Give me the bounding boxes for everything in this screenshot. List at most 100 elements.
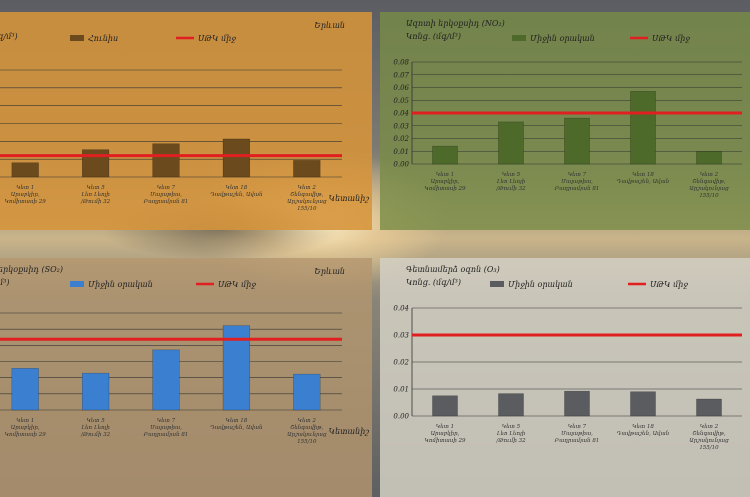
chart-svg: Գետնամերձ օզոն (O₃) Կոնց. (մգ/մ³) Միջին օր… (393, 265, 742, 451)
category-label-line: Լեո Լեոյի (81, 192, 110, 198)
category-label-line: Բաղրամյան 81 (143, 432, 189, 438)
category-label-line: Արշակունյաց (287, 199, 327, 205)
category-label: Կետ 5 Լեո Լեոյի/Թումի 32 (495, 172, 526, 192)
category-label-line: Դավթաշեն, Ավան (210, 192, 263, 198)
y-tick-label: 0.01 (393, 148, 409, 156)
chart-unit-label: Կոնց. (մգ/մ³) (406, 278, 461, 287)
category-label: Կետ 2 Շենգավիթ, Արշակունյաց 155/10 (689, 172, 729, 199)
category-label-line: Կետ 2 (298, 418, 317, 424)
y-tick-label: 0.03 (393, 332, 409, 340)
y-tick-label: 0.04 (393, 305, 409, 313)
bar (293, 373, 321, 411)
category-label-line: Կոմիտասի 29 (5, 199, 47, 205)
category-label-line: Դավթաշեն, Ավան (617, 179, 670, 185)
bar (81, 372, 110, 411)
y-tick-label: 0.05 (393, 97, 409, 105)
bar (432, 145, 458, 165)
category-label-line: Կոմիտասի 29 (424, 438, 466, 444)
bar (564, 117, 590, 165)
category-label-line: Մալաթիա, (561, 179, 593, 185)
chart-panel-so2: երկօքսիդ (SO₂) մ³) Երևան Միջին օրական ՍԹԿ մի… (0, 258, 372, 497)
category-label-line: Մալաթիա, (561, 431, 593, 437)
bar (630, 391, 656, 417)
x-axis-label: Կետանիշ (329, 194, 370, 203)
bar (498, 393, 524, 417)
category-label-line: Մալաթիա, (150, 192, 182, 198)
category-label-line: Կետ 5 (502, 424, 521, 430)
chart-panel-no2: Ազոտի երկօքսիդ (NO₂) Կոնց. (մգ/մ³) Միջին օ… (380, 12, 750, 230)
bar (696, 398, 722, 417)
category-label-line: Կետ 1 (16, 185, 34, 191)
category-label: Կետ 2 Շենգավիթ, Արշակունյաց 155/10 (287, 418, 327, 445)
category-label-line: Կետ 7 (157, 418, 176, 424)
category-label-line: Լեո Լեոյի (497, 179, 526, 185)
legend-series-label: Միջին օրական (88, 280, 153, 289)
category-label-line: Արաբկիր, (11, 192, 40, 198)
category-label-line: Արշակունյաց (287, 432, 327, 438)
chart-city-label: Երևան (314, 21, 345, 30)
category-label: Կետ 18 Դավթաշեն, Ավան (210, 185, 263, 198)
category-label-line: 155/10 (699, 193, 719, 199)
legend-series-swatch (490, 281, 504, 287)
y-tick-label: 0.02 (393, 359, 409, 367)
category-label-line: Շենգավիթ, (692, 431, 725, 437)
y-tick-label: 0.08 (393, 59, 409, 67)
category-label-line: Դավթաշեն, Ավան (617, 431, 670, 437)
category-label-line: Արշակունյաց (689, 186, 729, 192)
category-label-line: Կետ 5 (86, 418, 105, 424)
category-label-line: Բաղրամյան 81 (554, 186, 600, 192)
category-label-line: Կետ 5 (86, 185, 105, 191)
category-label-line: Կետ 7 (157, 185, 176, 191)
category-label-line: Կոմիտասի 29 (424, 186, 466, 192)
y-tick-label: 0.01 (393, 386, 409, 394)
category-label-line: Կետ 5 (502, 172, 521, 178)
bar (152, 143, 180, 178)
category-label-line: Շենգավիթ, (290, 425, 323, 431)
chart-unit-label: Կոնց. (մգ/մ³) (406, 32, 461, 41)
category-label-line: Բաղրամյան 81 (143, 199, 189, 205)
bar (498, 121, 524, 165)
y-tick-label: 0.07 (393, 71, 409, 79)
category-label-line: Կետ 2 (700, 172, 719, 178)
category-label-line: 155/10 (297, 206, 317, 212)
bar (81, 149, 110, 178)
y-tick-label: 0.04 (393, 110, 409, 118)
legend-series-label: Միջին օրական (530, 34, 595, 43)
chart-svg: զ/մ³) Երևան Հունիս ՍԹԿ միջ Կետ 1Արաբկիր,Կոմի… (0, 21, 370, 212)
category-label-line: Կետ 2 (298, 185, 317, 191)
category-label-line: Շենգավիթ, (290, 192, 323, 198)
category-label-line: Արաբկիր, (431, 179, 460, 185)
category-label-line: Կոմիտասի 29 (5, 432, 47, 438)
category-label-line: 155/10 (297, 439, 317, 445)
category-label: Կետ 5 Լեո Լեոյի/Թումի 32 (80, 185, 111, 205)
chart-svg: երկօքսիդ (SO₂) մ³) Երևան Միջին օրական ՍԹԿ մի… (0, 265, 369, 445)
category-label-line: Կետ 18 (632, 172, 654, 178)
chart-panel-1: զ/մ³) Երևան Հունիս ՍԹԿ միջ Կետ 1Արաբկիր,Կոմի… (0, 12, 372, 230)
category-label: Կետ 7 Մալաթիա, Բաղրամյան 81 (143, 418, 189, 438)
bar (696, 151, 722, 165)
bar (11, 162, 39, 178)
legend-series-label: Հունիս (88, 34, 118, 43)
category-label-line: Լեո Լեոյի (497, 431, 526, 437)
y-tick-label: 0.00 (393, 413, 409, 421)
y-tick-label: 0.02 (393, 135, 409, 143)
category-label-line: Կետ 18 (632, 424, 654, 430)
category-label-line: Արշակունյաց (689, 438, 729, 444)
category-label-line: Կետ 18 (226, 418, 248, 424)
category-label: Կետ 1 Արաբկիր, Կոմիտասի 29 (5, 418, 47, 438)
category-label: Կետ 7 Մալաթիա, Բաղրամյան 81 (554, 172, 600, 192)
category-label-line: Կետ 2 (700, 424, 719, 430)
category-label: Կետ 7 Մալաթիա, Բաղրամյան 81 (143, 185, 189, 205)
y-tick-label: 0.06 (393, 84, 409, 92)
category-label: Կետ 5 Լեո Լեոյի/Թումի 32 (495, 424, 526, 444)
legend-limit-label: ՍԹԿ միջ (650, 280, 688, 289)
category-label-line: Լեո Լեոյի (81, 425, 110, 431)
chart-unit-label: զ/մ³) (0, 32, 18, 41)
chart-title: Ազոտի երկօքսիդ (NO₂) (406, 19, 505, 28)
legend-series-swatch (70, 281, 84, 287)
category-label-line: Կետ 7 (568, 172, 587, 178)
legend-series-swatch (70, 35, 84, 41)
chart-svg: Ազոտի երկօքսիդ (NO₂) Կոնց. (մգ/մ³) Միջին օ… (393, 19, 742, 199)
category-label: Կետ 5 Լեո Լեոյի/Թումի 32 (80, 418, 111, 438)
chart-title: երկօքսիդ (SO₂) (0, 265, 63, 274)
